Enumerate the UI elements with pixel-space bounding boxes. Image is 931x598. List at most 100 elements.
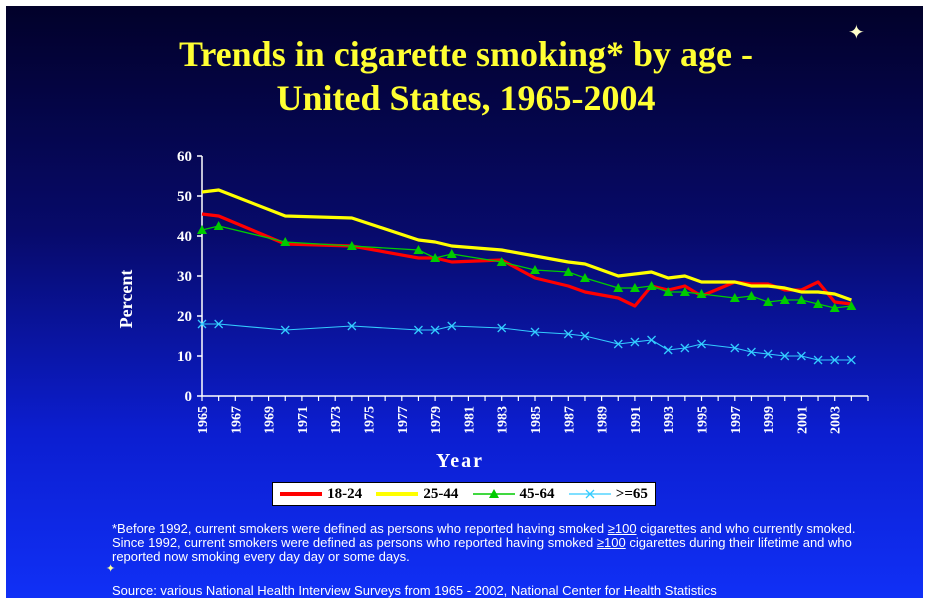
x-axis-label: Year xyxy=(436,450,484,472)
data-point xyxy=(430,253,441,262)
data-point xyxy=(347,321,357,331)
source-note: Source: various National Health Intervie… xyxy=(112,583,717,598)
legend-label-25-44: 25-44 xyxy=(423,485,459,502)
data-point xyxy=(497,323,507,333)
data-point xyxy=(580,331,590,341)
legend-item-25-44: 25-44 xyxy=(376,486,458,503)
data-point xyxy=(613,339,623,349)
footnote-part-1: *Before 1992, current smokers were defin… xyxy=(112,521,608,536)
data-point xyxy=(563,329,573,339)
data-point xyxy=(214,319,224,329)
data-point xyxy=(629,283,640,292)
x-tick-label: 1973 xyxy=(329,406,344,434)
slide-title: Trends in cigarette smoking* by age - Un… xyxy=(66,32,866,120)
x-tick-label: 1999 xyxy=(762,406,777,434)
data-point xyxy=(663,287,674,296)
title-line-2: United States, 1965-2004 xyxy=(276,78,656,118)
data-point xyxy=(729,293,740,302)
footnote-threshold-2: ≥100 xyxy=(596,535,626,550)
data-point xyxy=(796,351,806,361)
title-line-1: Trends in cigarette smoking* by age - xyxy=(179,34,753,74)
data-point xyxy=(829,303,840,312)
legend-item-18-24: 18-24 xyxy=(280,486,362,503)
legend-swatch-ge65 xyxy=(568,489,611,499)
data-point xyxy=(280,237,291,246)
data-point xyxy=(746,291,757,300)
footnote-part-2: cigarettes and who currently smoked. Sin… xyxy=(112,521,856,550)
x-tick-label: 1965 xyxy=(196,406,211,434)
y-tick-label: 40 xyxy=(177,229,192,245)
y-tick-label: 30 xyxy=(177,269,192,285)
data-point xyxy=(730,343,740,353)
series-4 xyxy=(197,319,856,365)
data-point xyxy=(846,355,856,365)
series-line xyxy=(201,212,852,308)
legend-label-18-24: 18-24 xyxy=(327,485,363,502)
legend-item-45-64: 45-64 xyxy=(472,485,555,503)
data-point xyxy=(763,297,774,306)
x-tick-label: 2003 xyxy=(829,406,844,434)
y-tick-label: 60 xyxy=(177,149,192,165)
data-point xyxy=(579,273,590,282)
data-point xyxy=(446,249,457,258)
series-line xyxy=(201,188,852,302)
legend-swatch-45-64 xyxy=(472,489,515,498)
data-point xyxy=(413,245,424,254)
data-point xyxy=(813,299,824,308)
data-point xyxy=(796,295,807,304)
data-point xyxy=(696,289,707,298)
legend-swatch-18-24 xyxy=(280,492,323,496)
x-tick-label: 1975 xyxy=(363,406,378,434)
x-tick-label: 1991 xyxy=(629,406,644,434)
data-point xyxy=(646,281,657,290)
data-point xyxy=(679,287,690,296)
data-point xyxy=(530,327,540,337)
data-point xyxy=(447,321,457,331)
data-point xyxy=(613,283,624,292)
data-point xyxy=(630,337,640,347)
y-tick-label: 0 xyxy=(185,389,193,405)
legend-label-45-64: 45-64 xyxy=(519,485,555,502)
series-3 xyxy=(197,221,857,312)
x-tick-label: 1993 xyxy=(662,406,677,434)
data-point xyxy=(563,267,574,276)
data-point xyxy=(813,355,823,365)
legend-label-ge65: >=65 xyxy=(615,485,648,502)
data-point xyxy=(697,339,706,349)
data-point xyxy=(746,347,756,357)
series-1 xyxy=(201,212,852,308)
x-tick-label: 1997 xyxy=(729,406,744,434)
data-point xyxy=(346,241,357,250)
data-point xyxy=(663,345,673,355)
footnote: *Before 1992, current smokers were defin… xyxy=(112,522,872,564)
data-point xyxy=(280,325,290,335)
y-tick-label: 10 xyxy=(177,349,192,365)
series-2 xyxy=(201,188,852,302)
data-point xyxy=(680,343,690,353)
x-tick-label: 1977 xyxy=(396,406,411,434)
x-tick-label: 1971 xyxy=(296,406,311,434)
footnote-threshold-1: ≥100 xyxy=(607,521,637,536)
x-tick-label: 1969 xyxy=(263,406,278,434)
data-point xyxy=(430,325,440,335)
data-point xyxy=(780,351,790,361)
x-tick-label: 1989 xyxy=(596,406,611,434)
legend-swatch-25-44 xyxy=(376,492,419,496)
data-point xyxy=(779,295,790,304)
data-point xyxy=(763,349,773,359)
legend-item-ge65: >=65 xyxy=(568,485,648,503)
sparkle-icon: ✦ xyxy=(848,20,865,44)
y-tick-label: 20 xyxy=(177,309,192,325)
data-point xyxy=(496,257,507,266)
x-tick-label: 1985 xyxy=(529,406,544,434)
x-tick-label: 1979 xyxy=(429,406,444,434)
slide: Trends in cigarette smoking* by age - Un… xyxy=(6,6,923,598)
sparkle-small-icon: ✦ xyxy=(106,562,116,575)
x-tick-label: 1967 xyxy=(229,406,244,434)
x-tick-label: 2001 xyxy=(795,406,810,434)
y-axis-label: Percent xyxy=(116,270,136,329)
footnote-part-3: cigarettes during their lifetime and who… xyxy=(112,535,852,564)
line-chart: 0 10 20 30 40 50 60 1965 1967 1969 1971 1973 1975 197… xyxy=(116,149,869,472)
data-point xyxy=(213,221,224,230)
data-point xyxy=(413,325,423,335)
